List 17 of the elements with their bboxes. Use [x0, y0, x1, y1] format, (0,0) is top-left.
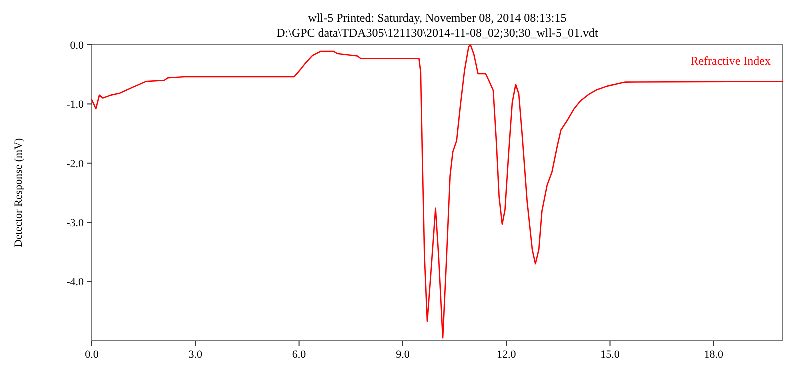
x-tick-label: 0.0	[85, 349, 100, 361]
chart-title: wll-5 Printed: Saturday, November 08, 2014 08:13:15	[308, 11, 567, 25]
y-tick-label: -1.0	[66, 99, 84, 112]
series-label: Refractive Index	[690, 54, 771, 68]
y-tick-label: -4.0	[66, 276, 84, 289]
y-axis-title: Detector Response (mV)	[13, 138, 25, 248]
x-tick-label: 12.0	[496, 349, 517, 361]
x-tick-label: 6.0	[292, 349, 307, 361]
x-tick-label: 9.0	[396, 349, 410, 361]
y-tick-label: -3.0	[66, 217, 84, 230]
x-tick-label: 15.0	[600, 349, 620, 361]
y-tick-label: 0.0	[70, 40, 84, 52]
x-tick-label: 18.0	[704, 349, 724, 361]
x-tick-label: 3.0	[188, 349, 204, 361]
chart-subtitle: D:\GPC data\TDA305\121130\2014-11-08_02;30;30_wll-5_01.vdt	[276, 26, 600, 40]
line-series	[91, 44, 784, 339]
y-tick-label: -2.0	[66, 158, 84, 170]
